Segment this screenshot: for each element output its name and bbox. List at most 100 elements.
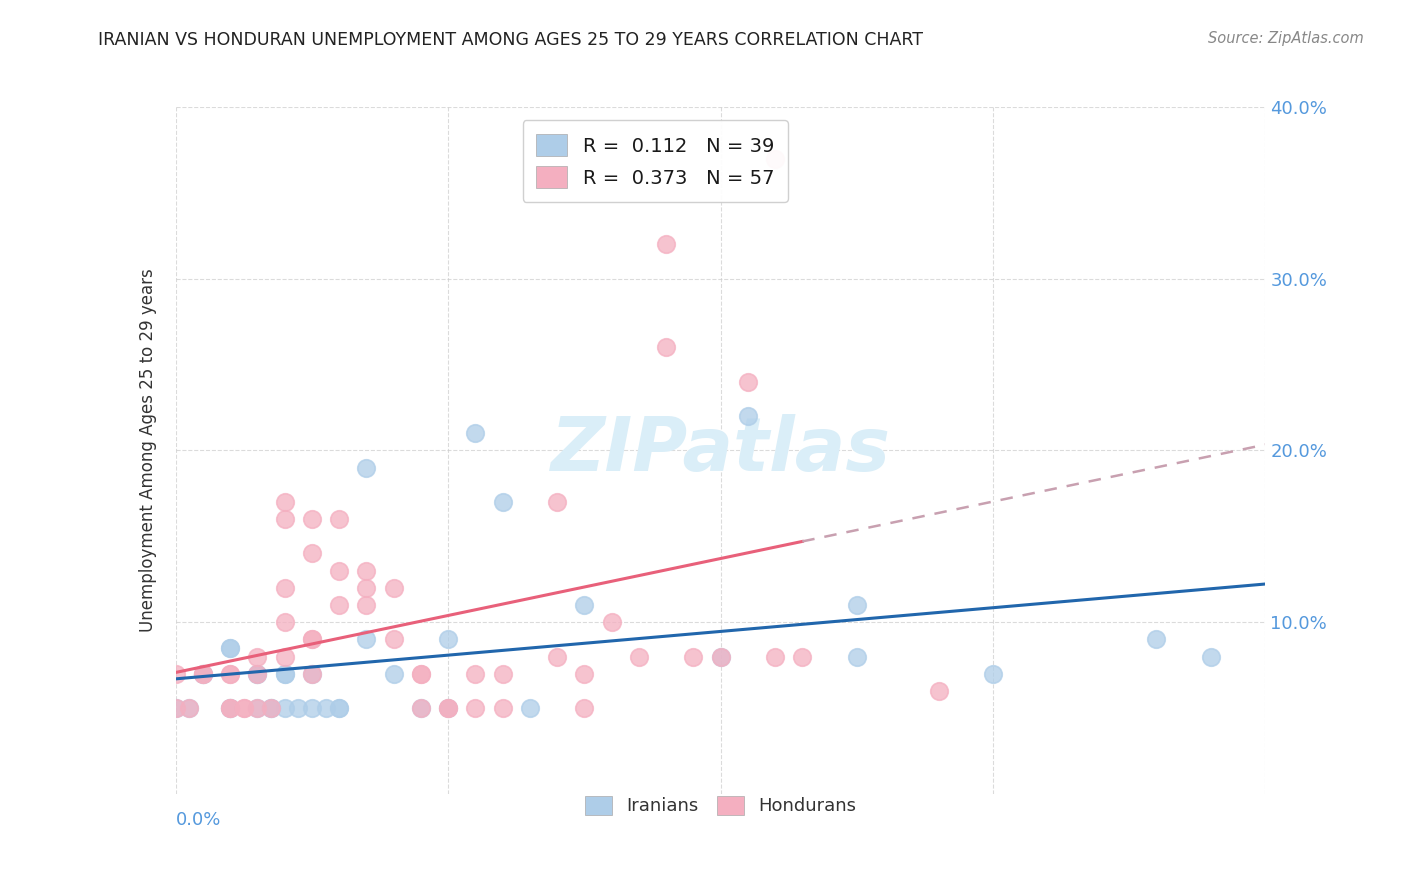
Point — [845, 598, 868, 612]
Text: Source: ZipAtlas.com: Source: ZipAtlas.com — [1208, 31, 1364, 46]
Point — [682, 649, 704, 664]
Point — [219, 640, 242, 655]
Point — [191, 666, 214, 681]
Point — [287, 701, 309, 715]
Point — [356, 460, 378, 475]
Point — [246, 701, 269, 715]
Point — [655, 340, 678, 354]
Point — [492, 666, 515, 681]
Point — [246, 701, 269, 715]
Point — [301, 666, 323, 681]
Point — [492, 495, 515, 509]
Point — [574, 666, 596, 681]
Point — [219, 701, 242, 715]
Point — [301, 632, 323, 647]
Point — [301, 632, 323, 647]
Point — [219, 666, 242, 681]
Point — [574, 701, 596, 715]
Point — [356, 598, 378, 612]
Point — [737, 409, 759, 423]
Point — [274, 666, 297, 681]
Point — [464, 666, 486, 681]
Point — [191, 666, 214, 681]
Point — [710, 649, 733, 664]
Point — [328, 701, 350, 715]
Point — [274, 615, 297, 630]
Point — [301, 512, 323, 526]
Point — [546, 649, 568, 664]
Point — [1144, 632, 1167, 647]
Point — [519, 701, 541, 715]
Point — [981, 666, 1004, 681]
Point — [737, 375, 759, 389]
Y-axis label: Unemployment Among Ages 25 to 29 years: Unemployment Among Ages 25 to 29 years — [139, 268, 157, 632]
Point — [219, 666, 242, 681]
Text: ZIPatlas: ZIPatlas — [551, 414, 890, 487]
Point — [301, 546, 323, 561]
Point — [165, 701, 187, 715]
Point — [219, 701, 242, 715]
Point — [260, 701, 283, 715]
Point — [382, 666, 405, 681]
Point — [356, 564, 378, 578]
Point — [328, 564, 350, 578]
Point — [165, 666, 187, 681]
Point — [274, 649, 297, 664]
Text: IRANIAN VS HONDURAN UNEMPLOYMENT AMONG AGES 25 TO 29 YEARS CORRELATION CHART: IRANIAN VS HONDURAN UNEMPLOYMENT AMONG A… — [98, 31, 924, 49]
Point — [274, 512, 297, 526]
Point — [928, 683, 950, 698]
Point — [574, 598, 596, 612]
Point — [409, 701, 432, 715]
Point — [356, 632, 378, 647]
Point — [763, 152, 786, 166]
Point — [260, 701, 283, 715]
Point — [546, 495, 568, 509]
Point — [845, 649, 868, 664]
Point — [409, 666, 432, 681]
Point — [492, 701, 515, 715]
Point — [1199, 649, 1222, 664]
Point — [763, 649, 786, 664]
Point — [437, 701, 460, 715]
Point — [655, 237, 678, 252]
Point — [409, 666, 432, 681]
Point — [301, 701, 323, 715]
Legend: Iranians, Hondurans: Iranians, Hondurans — [578, 789, 863, 822]
Point — [600, 615, 623, 630]
Point — [191, 666, 214, 681]
Text: 0.0%: 0.0% — [176, 811, 221, 829]
Point — [792, 649, 814, 664]
Point — [409, 701, 432, 715]
Point — [246, 666, 269, 681]
Point — [315, 701, 337, 715]
Point — [232, 701, 254, 715]
Point — [328, 701, 350, 715]
Point — [191, 666, 214, 681]
Point — [627, 649, 650, 664]
Point — [219, 701, 242, 715]
Point — [437, 632, 460, 647]
Point — [382, 581, 405, 595]
Point — [382, 632, 405, 647]
Point — [246, 649, 269, 664]
Point — [301, 666, 323, 681]
Point — [274, 495, 297, 509]
Point — [219, 701, 242, 715]
Point — [232, 701, 254, 715]
Point — [219, 640, 242, 655]
Point — [437, 701, 460, 715]
Point — [437, 701, 460, 715]
Point — [328, 512, 350, 526]
Point — [260, 701, 283, 715]
Point — [246, 666, 269, 681]
Point — [328, 598, 350, 612]
Point — [710, 649, 733, 664]
Point — [179, 701, 201, 715]
Point — [274, 701, 297, 715]
Point — [165, 701, 187, 715]
Point — [356, 581, 378, 595]
Point — [246, 666, 269, 681]
Point — [464, 701, 486, 715]
Point — [274, 581, 297, 595]
Point — [464, 426, 486, 441]
